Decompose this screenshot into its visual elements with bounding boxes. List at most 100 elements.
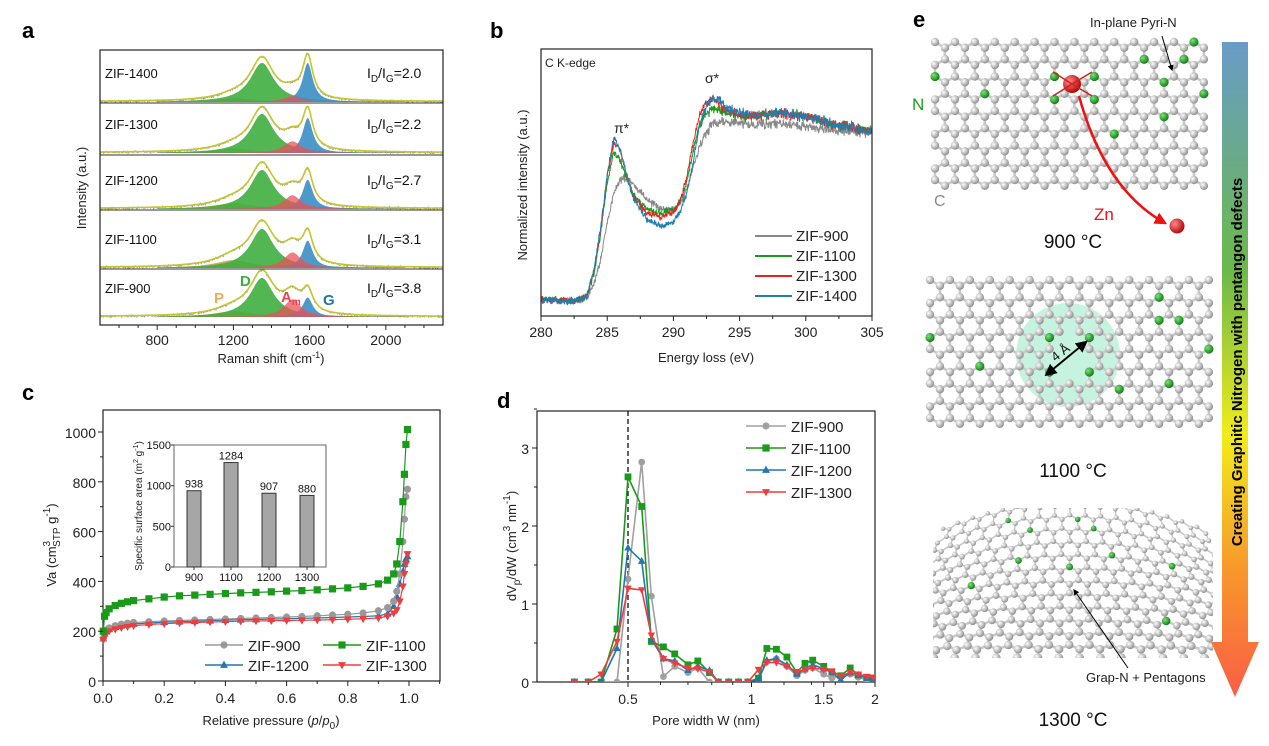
nitrogen-atom <box>1109 129 1119 139</box>
bond <box>933 622 935 626</box>
carbon-atom <box>1179 653 1189 658</box>
carbon-atom <box>1205 634 1213 643</box>
pore-plot-area <box>570 411 875 682</box>
carbon-atom <box>1028 518 1034 525</box>
carbon-atom <box>935 555 942 562</box>
ratio-label: ID/IG=2.0 <box>367 65 422 85</box>
carbon-atom <box>950 653 960 658</box>
x-tick-label: 0.5 <box>618 691 638 707</box>
carbon-atom <box>1030 106 1039 116</box>
carbon-atom <box>1017 540 1024 547</box>
carbon-atom <box>1046 615 1054 623</box>
carbon-atom <box>1124 310 1134 319</box>
carbon-atom <box>1008 545 1015 552</box>
carbon-atom <box>902 643 910 651</box>
carbon-atom <box>1169 164 1179 173</box>
carbon-atom <box>974 593 982 601</box>
carbon-atom <box>1115 396 1124 405</box>
carbon-atom <box>1179 158 1189 167</box>
ratio-label: ID/IG=3.8 <box>367 280 422 300</box>
marker-triangle-down <box>584 679 592 682</box>
ratio-d: D <box>371 240 378 251</box>
carbon-atom <box>1129 72 1139 81</box>
carbon-atom <box>1199 539 1205 545</box>
carbon-atom <box>1129 106 1139 116</box>
sample-label: ZIF-1200 <box>105 173 158 188</box>
carbon-atom <box>1131 603 1140 611</box>
panel-label-a: a <box>22 18 35 43</box>
carbon-atom <box>1189 164 1199 173</box>
carbon-atom <box>1139 181 1149 190</box>
inset-y-tick-label: 1000 <box>147 481 171 493</box>
carbon-atom <box>1020 181 1029 190</box>
carbon-atom <box>1075 500 1080 505</box>
carbon-atom <box>1024 552 1031 559</box>
marker-triangle-down <box>694 666 702 673</box>
carbon-atom <box>955 419 965 428</box>
carbon-atom <box>1032 556 1039 563</box>
carbon-atom <box>1000 181 1009 190</box>
panel-label-b: b <box>490 18 503 43</box>
carbon-atom <box>1139 112 1149 121</box>
inset-x-tick-label: 1100 <box>219 572 243 584</box>
carbon-atom <box>1144 310 1154 319</box>
band-label-m: m <box>292 297 301 308</box>
carbon-atom <box>1075 419 1084 428</box>
marker-triangle-down <box>343 616 352 624</box>
carbon-atom <box>1137 653 1147 658</box>
carbon-atom <box>1080 124 1089 133</box>
carbon-atom <box>1045 298 1054 308</box>
grap-n-pointer <box>1073 589 1129 669</box>
carbon-atom <box>1021 577 1029 585</box>
legend-label: ZIF-1300 <box>366 658 427 675</box>
marker-triangle-down <box>613 638 621 646</box>
carbon-atom <box>1051 529 1057 536</box>
ratio-d: D <box>371 125 378 136</box>
nitrogen-atom <box>1139 54 1149 64</box>
carbon-atom <box>1159 55 1169 64</box>
marker-square <box>105 605 113 613</box>
carbon-atom <box>1001 542 1007 549</box>
carbon-atom <box>905 636 913 644</box>
carbon-atom <box>1015 396 1024 405</box>
carbon-atom <box>1106 518 1112 524</box>
carbon-atom <box>1025 402 1034 411</box>
carbon-atom <box>1070 95 1079 104</box>
ratio-d: D <box>371 181 378 192</box>
marker-square <box>624 473 632 481</box>
carbon-atom <box>1125 553 1132 560</box>
carbon-atom <box>1139 124 1149 133</box>
ratio-value: =2.0 <box>394 65 422 81</box>
inset-y-tick-label: 1500 <box>147 440 171 452</box>
carbon-atom <box>1120 147 1129 156</box>
carbon-atom <box>935 350 945 359</box>
carbon-atom <box>970 95 980 104</box>
carbon-atom <box>945 599 953 608</box>
carbon-atom <box>990 60 999 70</box>
carbon-atom <box>980 158 989 167</box>
carbon-atom <box>911 646 920 655</box>
carbon-atom <box>1065 402 1074 411</box>
carbon-atom <box>1145 632 1154 642</box>
carbon-atom <box>1153 620 1162 629</box>
carbon-atom <box>987 572 994 579</box>
carbon-atom <box>924 609 931 616</box>
band-am <box>157 96 405 102</box>
x-label-sub: 0 <box>330 721 336 732</box>
bond <box>920 581 930 586</box>
carbon-atom <box>975 550 982 557</box>
carbon-atom <box>1100 89 1109 98</box>
marker-circle <box>328 611 337 619</box>
carbon-atom <box>900 625 908 633</box>
carbon-atom <box>1149 164 1159 173</box>
carbon-atom <box>1067 512 1073 518</box>
carbon-atom <box>1154 628 1163 638</box>
carbon-atom <box>938 548 944 555</box>
carbon-atom <box>1060 55 1069 64</box>
carbon-atom <box>955 396 965 405</box>
carbon-atom <box>1129 141 1139 150</box>
carbon-atom <box>908 604 915 611</box>
x-label-end: ) <box>335 713 339 728</box>
carbon-atom <box>1174 419 1184 428</box>
carbon-atom <box>1070 141 1079 150</box>
